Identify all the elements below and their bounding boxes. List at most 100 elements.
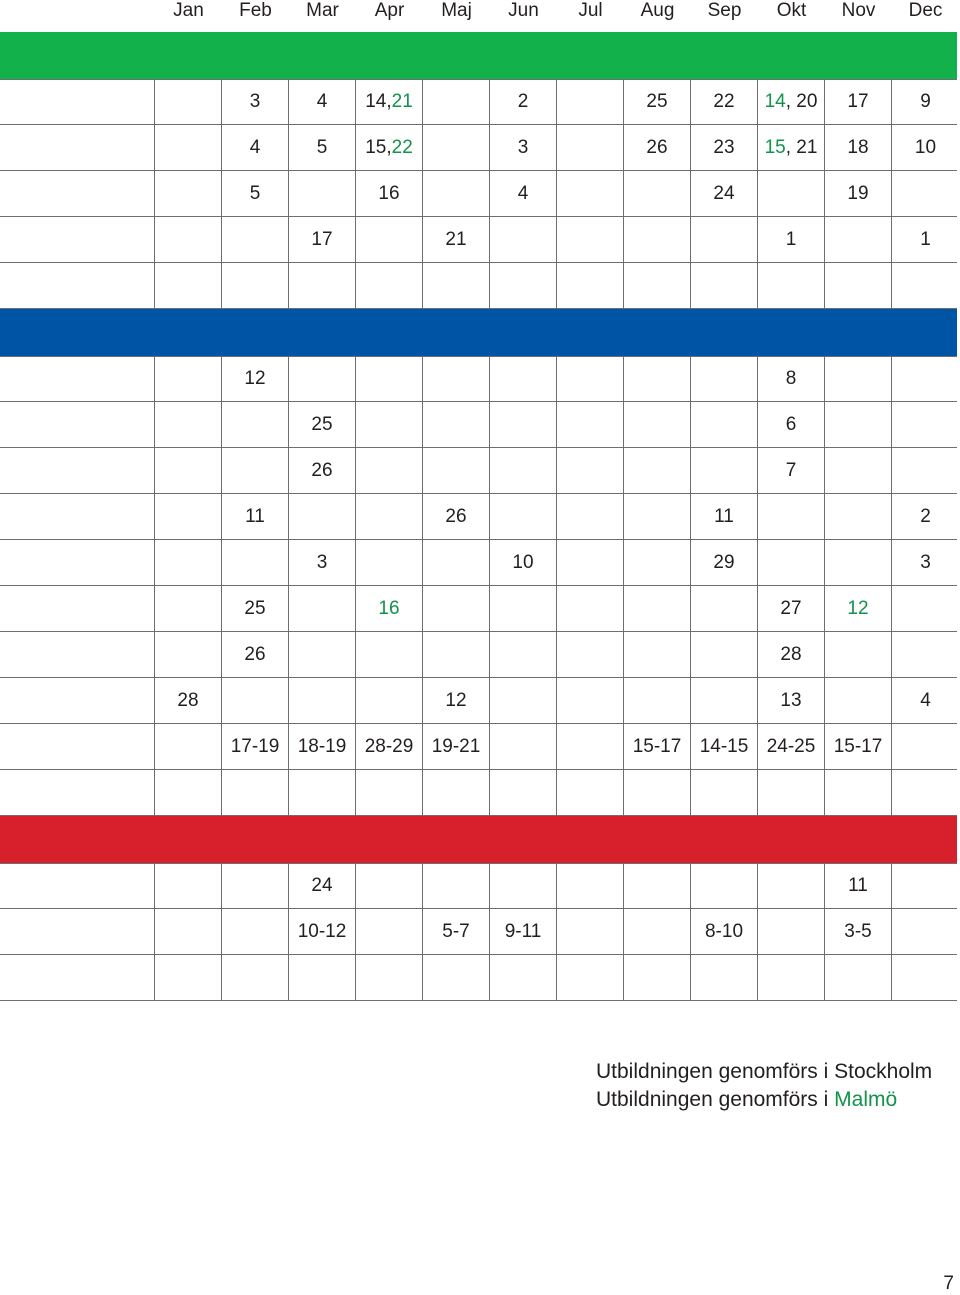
date-cell-okt — [758, 955, 825, 1000]
date-cell-feb: 3 — [222, 80, 289, 124]
date-cell-nov — [825, 448, 892, 493]
course-label-cell — [0, 678, 155, 723]
date-cell-okt — [758, 770, 825, 815]
date-cell-apr: 16 — [356, 171, 423, 216]
date-cell-jul — [557, 586, 624, 631]
date-cell-apr: 28-29 — [356, 724, 423, 769]
stockholm-date: 11 — [714, 505, 734, 527]
stockholm-date: 27 — [780, 597, 802, 619]
date-cell-jun: 9-11 — [490, 909, 557, 954]
date-cell-apr — [356, 494, 423, 539]
date-cell-okt — [758, 909, 825, 954]
legend-malmo-prefix: Utbildningen genomförs i — [596, 1088, 835, 1111]
course-label-cell — [0, 217, 155, 262]
course-label-cell — [0, 357, 155, 401]
date-cell-aug — [624, 955, 691, 1000]
date-cell-apr — [356, 402, 423, 447]
stockholm-date: 5 — [316, 136, 328, 158]
date-cell-maj: 5-7 — [423, 909, 490, 954]
stockholm-date: 21 — [445, 228, 467, 250]
date-cell-mar — [289, 263, 356, 308]
malmo-date: 15 — [764, 136, 786, 158]
date-cell-dec — [892, 909, 959, 954]
date-cell-okt — [758, 263, 825, 308]
date-cell-dec — [892, 632, 959, 677]
malmo-date: 14 — [764, 91, 786, 112]
stockholm-date: 2 — [920, 505, 931, 527]
date-cell-aug — [624, 263, 691, 308]
date-cell-aug — [624, 171, 691, 216]
date-cell-maj — [423, 125, 490, 170]
date-cell-jul — [557, 263, 624, 308]
month-okt: Okt — [776, 0, 807, 21]
course-row: 10-12 5-7 9-11 8-10 3-5 — [0, 909, 957, 955]
training-calendar: 3 4 14, 21 2 25 22 14, 20 17 9 4 5 15, 22 3 26 23 15, 2… — [0, 32, 957, 1001]
stockholm-date: 5-7 — [442, 920, 470, 942]
stockholm-date: 17 — [311, 228, 333, 250]
date-cell-aug — [624, 217, 691, 262]
month-jan: Jan — [173, 0, 204, 21]
date-cell-jan — [155, 586, 222, 631]
date-cell-mar: 17 — [289, 217, 356, 262]
date-cell-dec: 4 — [892, 678, 959, 723]
date-cell-apr: 14, 21 — [356, 80, 423, 124]
date-cell-nov — [825, 402, 892, 447]
date-cell-dec — [892, 357, 959, 401]
date-cell-sep — [691, 955, 758, 1000]
date-cell-maj — [423, 263, 490, 308]
date-cell-sep — [691, 357, 758, 401]
stockholm-date: 14-15 — [699, 735, 749, 757]
date-cell-sep: 29 — [691, 540, 758, 585]
date-cell-okt: 1 — [758, 217, 825, 262]
date-cell-aug: 26 — [624, 125, 691, 170]
date-cell-dec — [892, 724, 959, 769]
date-cell-apr — [356, 263, 423, 308]
stockholm-date: 29 — [713, 551, 735, 573]
malmo-date: 16 — [378, 597, 400, 619]
date-cell-feb — [222, 770, 289, 815]
date-cell-maj: 19-21 — [423, 724, 490, 769]
course-label-cell — [0, 448, 155, 493]
stockholm-date: 9-11 — [504, 920, 542, 942]
date-cell-mar — [289, 632, 356, 677]
date-cell-nov — [825, 632, 892, 677]
date-cell-okt: 15, 21 — [758, 125, 825, 170]
date-cell-nov — [825, 770, 892, 815]
course-row — [0, 263, 957, 309]
date-cell-apr: 16 — [356, 586, 423, 631]
course-row: 11 26 11 2 — [0, 494, 957, 540]
month-mar: Mar — [306, 0, 339, 21]
date-cell-nov — [825, 494, 892, 539]
legend: Utbildningen genomförs i Stockholm Utbil… — [596, 1058, 932, 1114]
stockholm-date: 28 — [780, 643, 802, 665]
date-cell-jul — [557, 724, 624, 769]
malmo-date: 22 — [391, 136, 413, 158]
date-cell-jul — [557, 357, 624, 401]
stockholm-date: , 21 — [785, 136, 818, 158]
date-cell-feb: 12 — [222, 357, 289, 401]
stockholm-date: 8-10 — [704, 920, 744, 942]
stockholm-date: 17 — [847, 91, 869, 112]
date-cell-maj — [423, 955, 490, 1000]
date-cell-maj — [423, 402, 490, 447]
date-cell-okt: 13 — [758, 678, 825, 723]
legend-stockholm: Utbildningen genomförs i Stockholm — [596, 1060, 933, 1083]
date-cell-sep: 14-15 — [691, 724, 758, 769]
date-cell-apr: 15, 22 — [356, 125, 423, 170]
stockholm-date: , 20 — [785, 91, 818, 112]
date-cell-mar — [289, 955, 356, 1000]
date-cell-mar: 18-19 — [289, 724, 356, 769]
date-cell-jan — [155, 955, 222, 1000]
month-sep: Sep — [707, 0, 742, 21]
stockholm-date: 3 — [316, 551, 328, 573]
date-cell-jul — [557, 770, 624, 815]
date-cell-jan — [155, 80, 222, 124]
date-cell-sep: 24 — [691, 171, 758, 216]
stockholm-date: 8 — [785, 368, 797, 389]
stockholm-date: 10-12 — [297, 920, 347, 942]
date-cell-aug — [624, 540, 691, 585]
month-maj: Maj — [441, 0, 472, 21]
stockholm-date: 18-19 — [297, 735, 347, 757]
date-cell-aug — [624, 909, 691, 954]
date-cell-sep: 23 — [691, 125, 758, 170]
